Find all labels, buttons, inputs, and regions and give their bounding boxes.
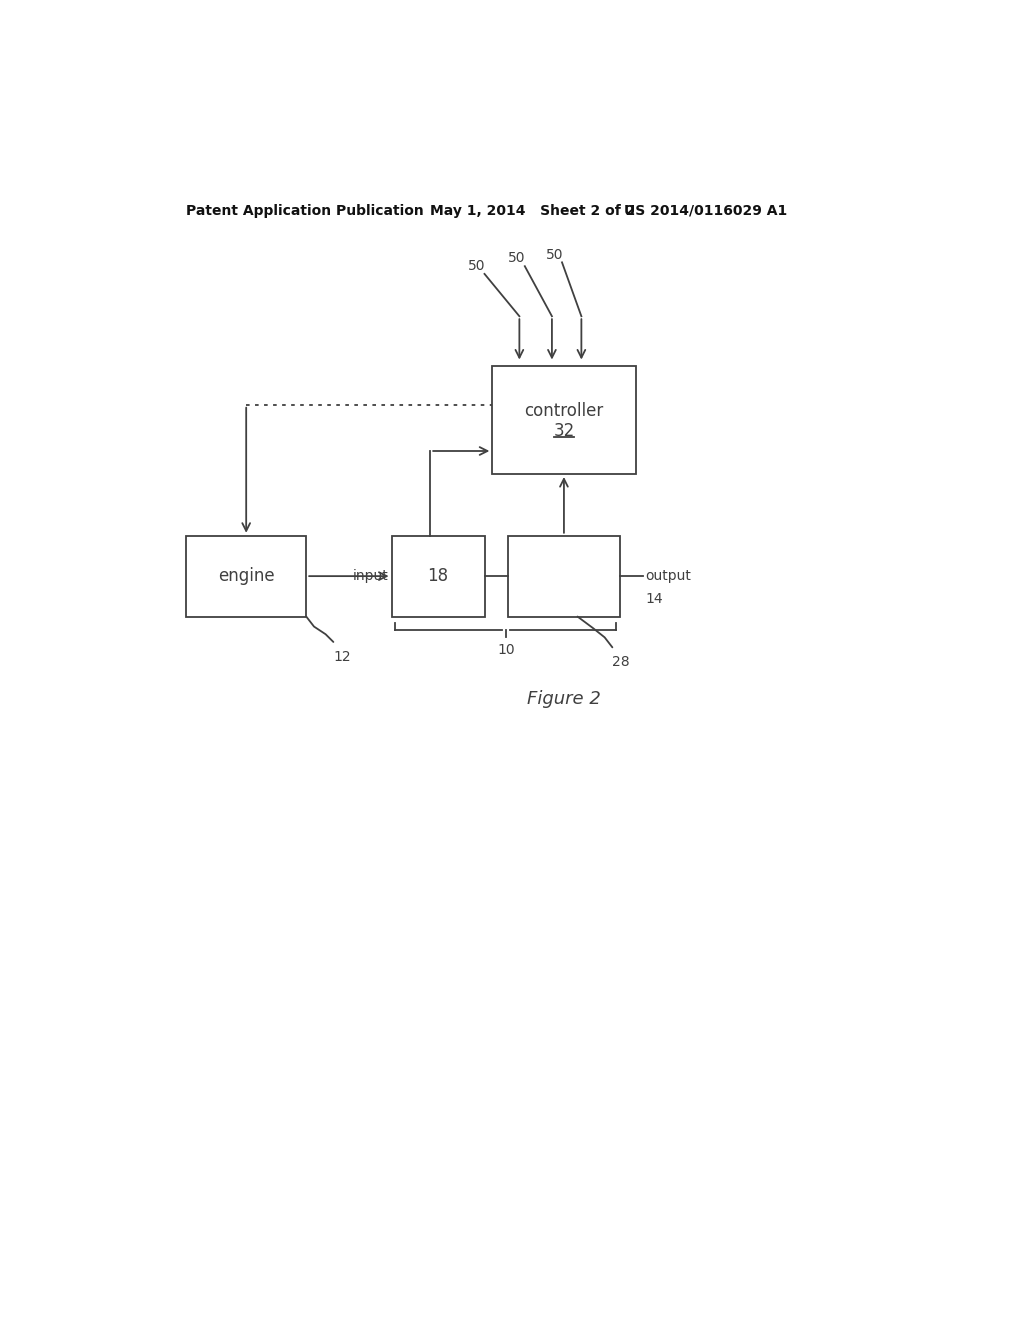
Text: 18: 18 [427,568,449,585]
Bar [391,536,484,616]
Text: Figure 2: Figure 2 [526,689,600,708]
Text: controller: controller [524,403,603,420]
Bar [508,536,621,616]
Text: May 1, 2014   Sheet 2 of 2: May 1, 2014 Sheet 2 of 2 [430,203,636,218]
Text: 50: 50 [508,252,525,265]
Text: output: output [646,569,691,583]
Bar [493,367,636,474]
Text: Patent Application Publication: Patent Application Publication [186,203,424,218]
Bar [186,536,306,616]
Text: 32: 32 [553,422,574,440]
Text: US 2014/0116029 A1: US 2014/0116029 A1 [624,203,787,218]
Text: input: input [352,569,388,583]
Text: 28: 28 [612,655,630,669]
Text: 50: 50 [468,259,485,273]
Text: 10: 10 [497,643,515,657]
Text: 50: 50 [546,248,563,261]
Text: 14: 14 [646,591,664,606]
Text: engine: engine [218,568,274,585]
Text: 12: 12 [334,649,351,664]
